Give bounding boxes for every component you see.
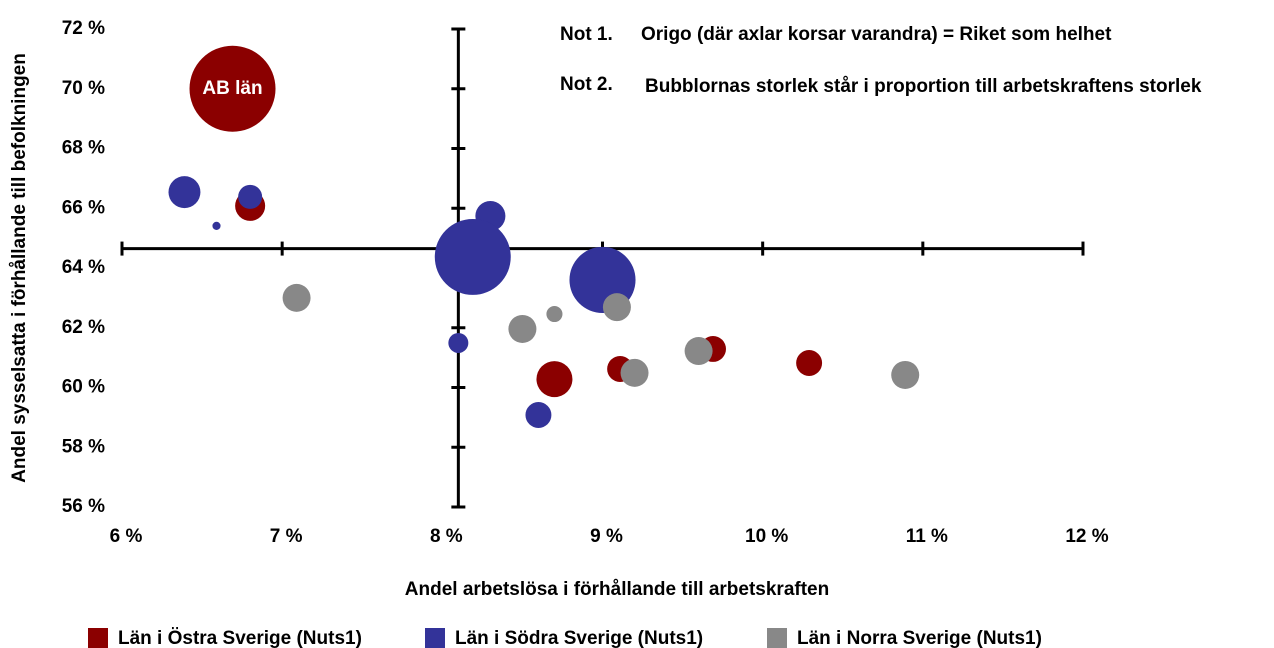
- x-tick-label: 12 %: [1065, 526, 1108, 547]
- bubble: [525, 402, 552, 428]
- y-tick-label: 66 %: [62, 197, 105, 218]
- bubble: [536, 361, 573, 398]
- legend-label: Län i Norra Sverige (Nuts1): [797, 628, 1042, 648]
- bubble: [796, 350, 823, 376]
- legend-swatch: [425, 628, 445, 648]
- bubble: [212, 221, 221, 230]
- legend-label: Län i Södra Sverige (Nuts1): [455, 628, 703, 648]
- bubble-label: AB län: [202, 78, 262, 99]
- legend-label: Län i Östra Sverige (Nuts1): [118, 628, 362, 648]
- bubble: [508, 314, 537, 343]
- note-text: Bubblornas storlek står i proportion til…: [645, 76, 1202, 97]
- x-tick-label: 6 %: [110, 526, 143, 547]
- bubble: [546, 305, 563, 323]
- bubble: [448, 332, 469, 353]
- bubble: [282, 283, 311, 312]
- bubble: [168, 176, 201, 209]
- y-tick-label: 56 %: [62, 496, 105, 517]
- y-tick-label: 68 %: [62, 138, 105, 159]
- bubble: [684, 337, 713, 366]
- legend-swatch: [767, 628, 787, 648]
- x-axis-title: Andel arbetslösa i förhållande till arbe…: [405, 579, 829, 600]
- y-tick-label: 60 %: [62, 377, 105, 398]
- y-tick-label: 64 %: [62, 257, 105, 278]
- y-axis-title: Andel sysselsatta i förhållande till bef…: [9, 53, 30, 483]
- note-text: Origo (där axlar korsar varandra) = Rike…: [641, 24, 1112, 45]
- bubble: [189, 45, 276, 132]
- y-tick-label: 62 %: [62, 317, 105, 338]
- x-tick-label: 11 %: [906, 526, 948, 547]
- x-tick-label: 9 %: [590, 526, 623, 547]
- y-tick-label: 70 %: [62, 78, 105, 99]
- x-tick-label: 8 %: [430, 526, 463, 547]
- bubble: [620, 358, 649, 387]
- bubble: [891, 360, 920, 389]
- y-tick-label: 72 %: [62, 18, 105, 39]
- note-label: Not 2.: [560, 74, 613, 95]
- bubble: [238, 184, 263, 209]
- legend-swatch: [88, 628, 108, 648]
- note-label: Not 1.: [560, 24, 613, 45]
- bubble: [434, 218, 511, 295]
- x-tick-label: 10 %: [745, 526, 788, 547]
- x-tick-label: 7 %: [270, 526, 303, 547]
- y-tick-label: 58 %: [62, 436, 105, 457]
- bubble: [602, 293, 631, 322]
